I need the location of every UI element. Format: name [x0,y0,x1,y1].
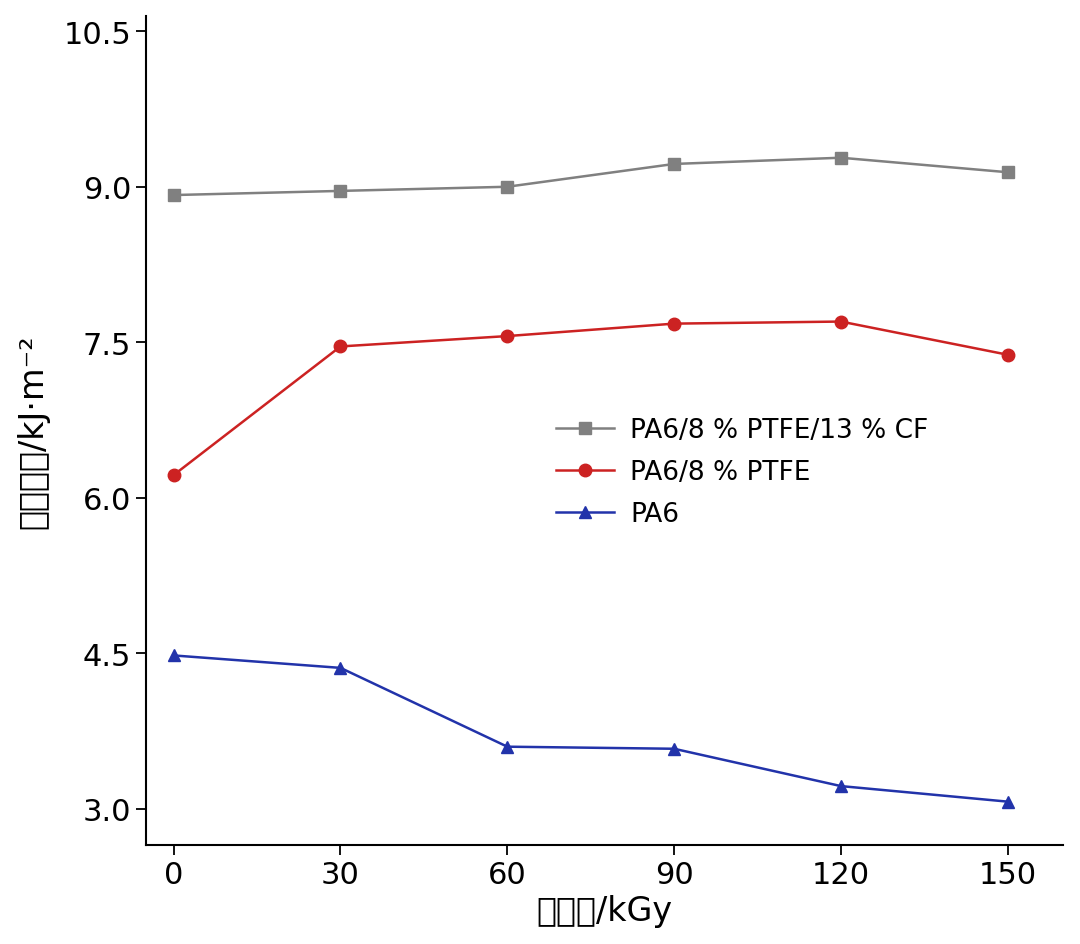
PA6 [167,650,180,662]
PA6/8 % PTFE/13 % CF [167,190,180,201]
PA6/8 % PTFE/13 % CF [334,186,347,197]
PA6/8 % PTFE [667,319,680,330]
Y-axis label: 冲击强度/kJ·m⁻²: 冲击强度/kJ·m⁻² [16,334,50,529]
PA6/8 % PTFE [1001,349,1014,361]
PA6 [835,781,848,792]
PA6 [501,741,514,752]
PA6/8 % PTFE/13 % CF [835,153,848,164]
PA6 [1001,796,1014,807]
PA6/8 % PTFE/13 % CF [667,160,680,171]
X-axis label: 吸收量/kGy: 吸收量/kGy [537,894,673,927]
PA6/8 % PTFE [334,342,347,353]
PA6/8 % PTFE [835,316,848,328]
PA6/8 % PTFE [167,470,180,481]
PA6/8 % PTFE/13 % CF [1001,167,1014,178]
Line: PA6/8 % PTFE: PA6/8 % PTFE [167,316,1014,481]
Line: PA6: PA6 [167,649,1014,808]
PA6 [667,743,680,754]
Legend: PA6/8 % PTFE/13 % CF, PA6/8 % PTFE, PA6: PA6/8 % PTFE/13 % CF, PA6/8 % PTFE, PA6 [545,407,939,538]
PA6/8 % PTFE [501,331,514,343]
Line: PA6/8 % PTFE/13 % CF: PA6/8 % PTFE/13 % CF [167,152,1014,202]
PA6/8 % PTFE/13 % CF [501,182,514,194]
PA6 [334,663,347,674]
